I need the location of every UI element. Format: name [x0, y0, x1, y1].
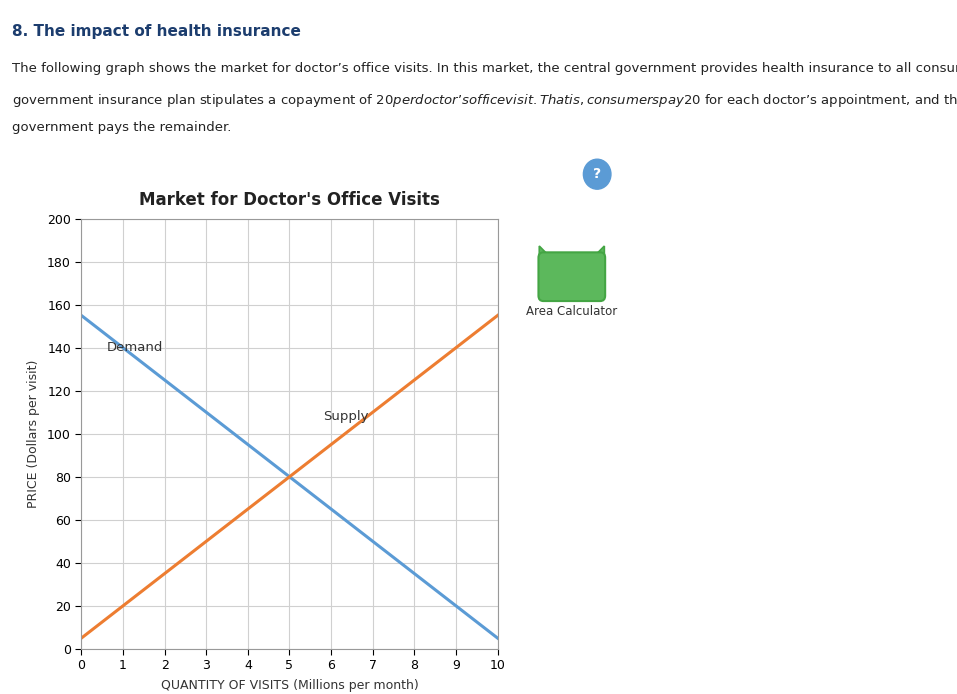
- Text: ?: ?: [593, 167, 601, 181]
- Title: Market for Doctor's Office Visits: Market for Doctor's Office Visits: [139, 191, 440, 209]
- Polygon shape: [594, 289, 605, 298]
- Text: 8. The impact of health insurance: 8. The impact of health insurance: [12, 24, 301, 40]
- FancyBboxPatch shape: [539, 253, 605, 301]
- Polygon shape: [594, 246, 605, 256]
- Text: Demand: Demand: [106, 341, 163, 354]
- X-axis label: QUANTITY OF VISITS (Millions per month): QUANTITY OF VISITS (Millions per month): [161, 679, 418, 692]
- Y-axis label: PRICE (Dollars per visit): PRICE (Dollars per visit): [27, 359, 40, 508]
- Text: Supply: Supply: [323, 410, 368, 423]
- Polygon shape: [540, 246, 549, 256]
- Text: government insurance plan stipulates a copayment of $20 per doctor’s office visi: government insurance plan stipulates a c…: [12, 92, 957, 108]
- Circle shape: [584, 159, 611, 189]
- Polygon shape: [540, 289, 549, 298]
- Text: government pays the remainder.: government pays the remainder.: [12, 121, 232, 134]
- Text: The following graph shows the market for doctor’s office visits. In this market,: The following graph shows the market for…: [12, 62, 957, 76]
- Text: Area Calculator: Area Calculator: [526, 305, 617, 319]
